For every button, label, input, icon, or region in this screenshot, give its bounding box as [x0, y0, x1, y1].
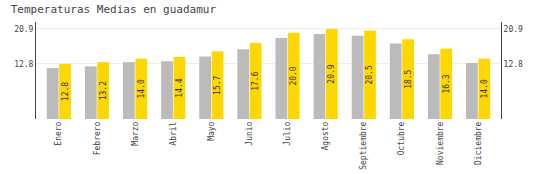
svg-text:12.8: 12.8: [61, 82, 70, 101]
svg-text:20.9: 20.9: [14, 25, 33, 34]
svg-text:Agosto: Agosto: [321, 121, 330, 150]
svg-text:20.9: 20.9: [504, 25, 523, 34]
svg-text:14.0: 14.0: [480, 79, 489, 98]
svg-text:Marzo: Marzo: [131, 121, 140, 145]
svg-text:20.0: 20.0: [289, 66, 298, 85]
svg-text:Temperaturas Medias en guadamu: Temperaturas Medias en guadamur: [11, 3, 217, 16]
svg-text:14.4: 14.4: [175, 78, 184, 97]
svg-text:17.6: 17.6: [251, 71, 260, 90]
svg-text:13.2: 13.2: [99, 81, 108, 100]
svg-text:Septiembre: Septiembre: [359, 121, 368, 169]
svg-text:15.7: 15.7: [213, 75, 222, 94]
svg-text:Octubre: Octubre: [398, 121, 407, 155]
svg-text:12.8: 12.8: [14, 60, 33, 69]
svg-text:12.8: 12.8: [504, 60, 523, 69]
svg-text:20.5: 20.5: [365, 65, 374, 84]
svg-text:Abril: Abril: [169, 121, 178, 145]
svg-text:Mayo: Mayo: [207, 121, 216, 140]
svg-text:Diciembre: Diciembre: [474, 121, 483, 165]
svg-text:16.3: 16.3: [442, 74, 451, 93]
svg-text:Junio: Junio: [245, 121, 254, 145]
svg-text:Febrero: Febrero: [93, 121, 102, 155]
svg-text:20.9: 20.9: [327, 64, 336, 83]
svg-text:Julio: Julio: [283, 121, 292, 145]
svg-text:18.5: 18.5: [404, 69, 413, 88]
svg-text:Noviembre: Noviembre: [436, 121, 445, 165]
svg-text:14.0: 14.0: [137, 79, 146, 98]
svg-text:Enero: Enero: [54, 121, 63, 145]
